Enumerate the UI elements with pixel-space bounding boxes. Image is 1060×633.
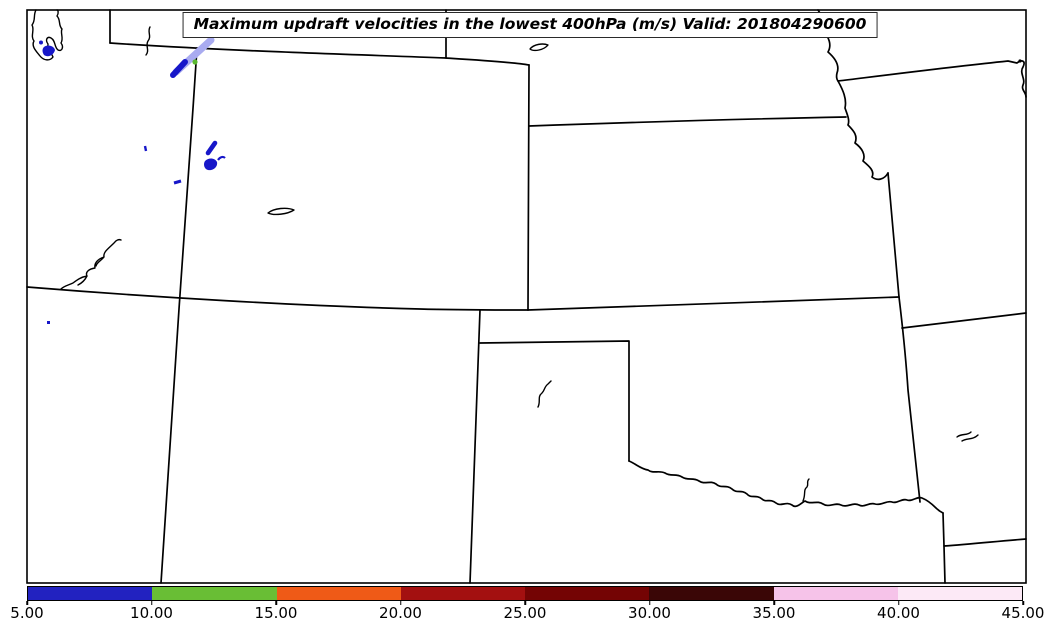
map-frame: [26, 9, 1027, 584]
state-borders: [26, 9, 1027, 584]
colorbar-tick: [897, 601, 900, 605]
colorbar-label: 25.00: [503, 604, 547, 622]
border-37n-west: [26, 286, 529, 311]
border-newmexico-texas: [469, 309, 481, 584]
border-iowa-missouri-dot: [1018, 59, 1022, 63]
colorbar-tick: [399, 601, 402, 605]
utah-lake-blue-blob: [42, 45, 55, 57]
colorbar-segment-35-40: [773, 587, 898, 600]
lake-texoma-outline: [802, 478, 810, 502]
colorbar-tick: [1022, 601, 1024, 605]
border-arkansas-louisiana: [943, 538, 1027, 547]
border-109w-meridian: [160, 47, 198, 584]
updraft-speck-arizona: [47, 321, 50, 324]
border-kansas-oklahoma: [527, 296, 900, 311]
updraft-streak-blue-tip: [170, 59, 188, 78]
colorbar-segment-10-15: [152, 587, 277, 600]
border-nebraska-kansas: [528, 116, 847, 127]
border-red-river: [628, 460, 944, 514]
border-41n-parallel: [109, 42, 530, 66]
colorado-lens-lake-outline: [267, 207, 295, 216]
colorbar-tick: [275, 601, 277, 605]
colorbar-segment-30-35: [649, 587, 774, 600]
colorbar-label: 5.00: [10, 604, 44, 622]
border-missouri-river: [817, 9, 889, 181]
updraft-dash-utah: [173, 179, 182, 185]
plot-title: Maximum updraft velocities in the lowest…: [182, 12, 878, 38]
colorbar-segment-5-10: [28, 587, 153, 600]
lake-powell-outline: [60, 238, 122, 290]
border-colorado-east: [527, 64, 530, 311]
border-iowa-missouri: [837, 60, 1027, 98]
lake-mcconaughy-outline: [529, 43, 549, 52]
colorbar-label: 40.00: [877, 604, 920, 622]
colorbar-label: 10.00: [130, 604, 173, 622]
colorbar: [27, 586, 1023, 601]
colorbar-tick: [26, 601, 28, 605]
great-salt-lake-outline: [31, 9, 64, 61]
colorbar-tick: [773, 601, 775, 605]
updraft-streak-colorado: [205, 140, 218, 156]
border-missouri-arkansas: [901, 312, 1027, 329]
colorbar-tick: [150, 601, 153, 605]
updraft-contours: [39, 36, 226, 324]
flaming-gorge-outline: [145, 26, 151, 56]
utah-lake-blue-speck: [39, 40, 43, 45]
border-oklahoma-panhandle: [479, 340, 630, 462]
colorbar-segment-20-25: [400, 587, 525, 600]
oklahoma-salt-plains-outline: [956, 431, 979, 442]
water-features: [31, 9, 979, 502]
colorbar-label: 15.00: [254, 604, 298, 622]
colorbar-segment-40-45: [897, 587, 1022, 600]
colorbar-label: 45.00: [1001, 604, 1045, 622]
colorbar-label: 35.00: [752, 604, 796, 622]
updraft-tick-utah: [143, 145, 148, 152]
newmexico-lake-outline: [537, 380, 552, 408]
colorbar-tick: [524, 601, 526, 605]
border-kansas-missouri: [887, 172, 900, 298]
colorbar-ticks: [26, 601, 1024, 606]
colorbar-segment-25-30: [525, 587, 650, 600]
updraft-blob-colorado: [204, 158, 218, 171]
colorbar-tick: [648, 601, 651, 605]
colorbar-labels: 5.00 10.00 15.00 20.00 25.00 30.00 35.00…: [10, 604, 1044, 626]
colorbar-label: 30.00: [628, 604, 671, 622]
updraft-arc-colorado: [217, 155, 226, 161]
updraft-green-fleck: [192, 59, 198, 65]
colorbar-segment-15-20: [276, 587, 401, 600]
colorbar-label: 20.00: [379, 604, 422, 622]
